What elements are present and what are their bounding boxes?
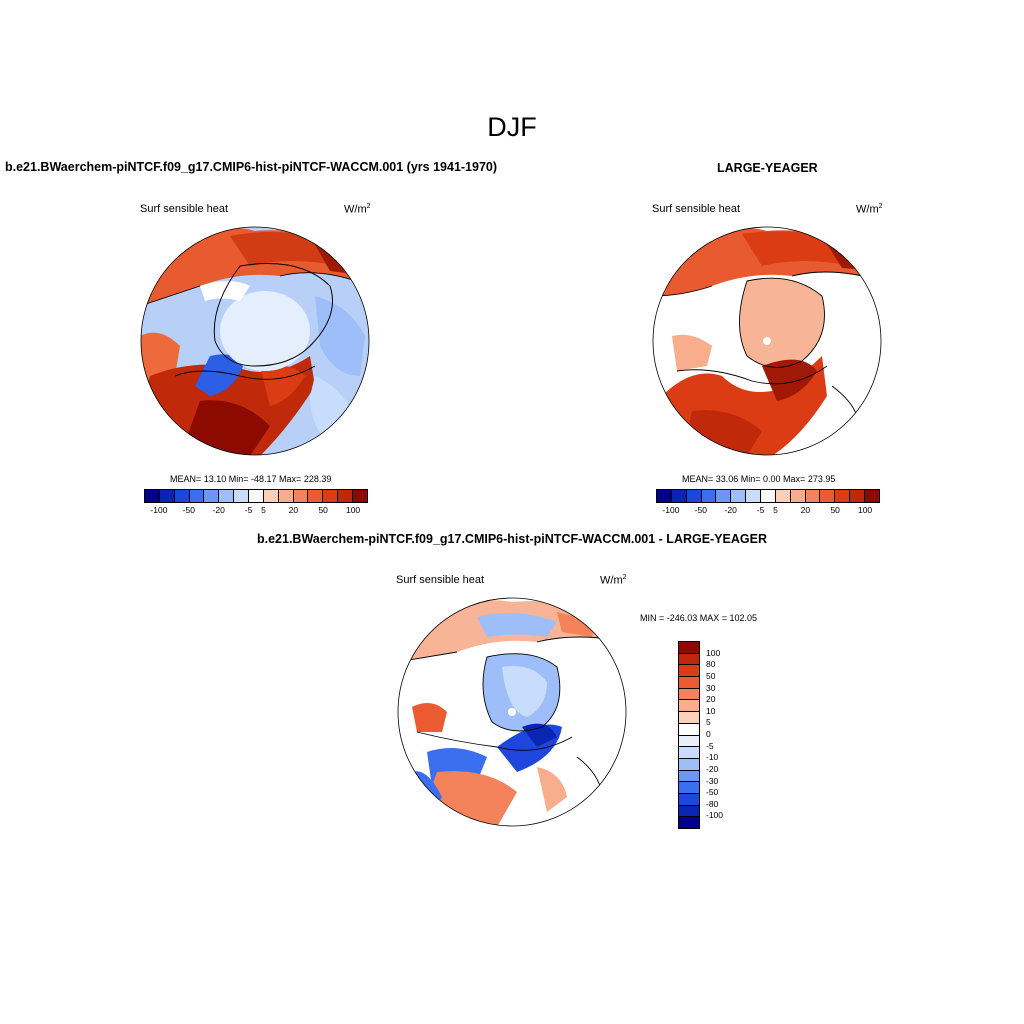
left-case-title: b.e21.BWaerchem-piNTCF.f09_g17.CMIP6-his…: [5, 160, 498, 174]
diff-case-title: b.e21.BWaerchem-piNTCF.f09_g17.CMIP6-his…: [256, 532, 768, 546]
right-colorbar-swatch: [657, 490, 672, 502]
left-colorbar-tick-label: 20: [288, 505, 299, 515]
left-colorbar: [144, 489, 368, 503]
left-colorbar-swatch: [159, 490, 175, 502]
left-colorbar-swatch: [189, 490, 205, 502]
left-colorbar-tick-label: 5: [261, 505, 266, 515]
diff-colorbar-tick-label: 30: [706, 682, 716, 693]
diff-colorbar-swatch: [679, 688, 699, 701]
diff-colorbar-tick-label: 5: [706, 717, 711, 728]
diff-colorbar-swatch: [679, 677, 699, 689]
right-colorbar-tick-label: 100: [857, 505, 873, 515]
left-colorbar-tick-label: 50: [318, 505, 328, 515]
right-colorbar-tick-label: -20: [724, 505, 737, 515]
right-colorbar-swatch: [865, 490, 879, 502]
left-variable-label: Surf sensible heat: [140, 203, 229, 215]
diff-colorbar-swatch: [679, 758, 699, 771]
left-polar-map: [140, 226, 370, 456]
diff-colorbar: [678, 641, 700, 829]
right-colorbar-swatch: [671, 490, 687, 502]
right-colorbar-swatch: [761, 490, 776, 502]
right-colorbar-tick-label: 20: [800, 505, 811, 515]
right-variable-label: Surf sensible heat: [652, 203, 741, 215]
left-colorbar-tick-label: -5: [244, 505, 253, 515]
left-colorbar-tick-label: -50: [182, 505, 195, 515]
left-colorbar-swatch: [323, 490, 339, 502]
diff-colorbar-swatch: [679, 805, 699, 818]
diff-colorbar-tick-label: 50: [706, 670, 716, 681]
diff-colorbar-tick-label: 20: [706, 694, 716, 705]
left-colorbar-swatch: [145, 490, 160, 502]
diff-colorbar-tick-label: -50: [706, 787, 719, 798]
left-colorbar-tick-label: 100: [345, 505, 361, 515]
left-colorbar-swatch: [263, 490, 279, 502]
right-colorbar-tick-label: 50: [830, 505, 840, 515]
diff-colorbar-tick-label: -10: [706, 752, 719, 763]
right-colorbar-swatch: [820, 490, 836, 502]
diff-colorbar-swatch: [679, 747, 699, 759]
right-colorbar-swatch: [701, 490, 717, 502]
diff-units-label: W/m2: [600, 574, 627, 587]
right-colorbar-tick-label: -100: [662, 505, 680, 515]
left-colorbar-swatch: [249, 490, 264, 502]
diff-minmax-text: MIN = -246.03 MAX = 102.05: [640, 613, 758, 623]
diff-colorbar-swatch: [679, 700, 699, 713]
diff-colorbar-swatch: [679, 712, 699, 724]
diff-colorbar-swatch: [679, 817, 699, 828]
left-colorbar-swatch: [308, 490, 324, 502]
figure-title: DJF: [487, 112, 537, 142]
diff-colorbar-tick-label: 80: [706, 659, 716, 670]
left-colorbar-tick-label: -100: [150, 505, 168, 515]
diff-colorbar-tick-label: 100: [706, 647, 721, 658]
diff-colorbar-tick-label: -30: [706, 775, 719, 786]
right-colorbar-swatch: [686, 490, 702, 502]
left-colorbar-swatch: [278, 490, 294, 502]
right-colorbar-swatch: [775, 490, 791, 502]
diff-colorbar-tick-label: -5: [706, 740, 714, 751]
left-colorbar-swatch: [174, 490, 190, 502]
diff-colorbar-swatch: [679, 770, 699, 783]
diff-polar-map: [397, 597, 627, 827]
right-colorbar-swatch: [790, 490, 806, 502]
diff-colorbar-tick-label: 0: [706, 729, 711, 739]
right-colorbar-swatch: [746, 490, 762, 502]
right-colorbar-swatch: [716, 490, 732, 502]
diff-colorbar-swatch: [679, 653, 699, 666]
diff-colorbar-swatch: [679, 782, 699, 794]
left-units-label: W/m2: [344, 203, 371, 216]
right-colorbar: [656, 489, 880, 503]
left-stats-text: MEAN= 13.10 Min= -48.17 Max= 228.39: [170, 474, 332, 484]
diff-colorbar-swatch: [679, 723, 699, 736]
right-polar-map: [652, 226, 882, 456]
diff-colorbar-tick-label: 10: [706, 705, 716, 716]
diff-colorbar-swatch: [679, 665, 699, 678]
diff-variable-label: Surf sensible heat: [396, 574, 485, 586]
right-colorbar-ticks: -100 -50 -20 -5 5 20 50 100: [656, 505, 880, 517]
diff-colorbar-swatch: [679, 793, 699, 806]
diff-colorbar-tick-label: -20: [706, 763, 719, 774]
diff-colorbar-tick-label: -80: [706, 798, 719, 809]
right-stats-text: MEAN= 33.06 Min= 0.00 Max= 273.95: [682, 474, 836, 484]
left-colorbar-tick-label: -20: [212, 505, 225, 515]
right-colorbar-swatch: [731, 490, 747, 502]
diff-colorbar-swatch: [679, 735, 699, 748]
right-colorbar-swatch: [805, 490, 821, 502]
right-colorbar-swatch: [850, 490, 866, 502]
right-colorbar-tick-label: -50: [694, 505, 707, 515]
right-colorbar-swatch: [835, 490, 851, 502]
left-colorbar-swatch: [219, 490, 235, 502]
right-colorbar-tick-label: -5: [756, 505, 765, 515]
right-case-title: LARGE-YEAGER: [717, 161, 818, 175]
left-colorbar-swatch: [353, 490, 367, 502]
diff-colorbar-swatch: [679, 642, 699, 654]
diff-colorbar-tick-label: -100: [706, 810, 724, 821]
left-colorbar-ticks: -100 -50 -20 -5 5 20 50 100: [144, 505, 368, 517]
left-colorbar-swatch: [293, 490, 309, 502]
left-colorbar-swatch: [204, 490, 220, 502]
right-colorbar-tick-label: 5: [773, 505, 778, 515]
left-colorbar-swatch: [234, 490, 250, 502]
left-colorbar-swatch: [338, 490, 354, 502]
right-units-label: W/m2: [856, 203, 883, 216]
